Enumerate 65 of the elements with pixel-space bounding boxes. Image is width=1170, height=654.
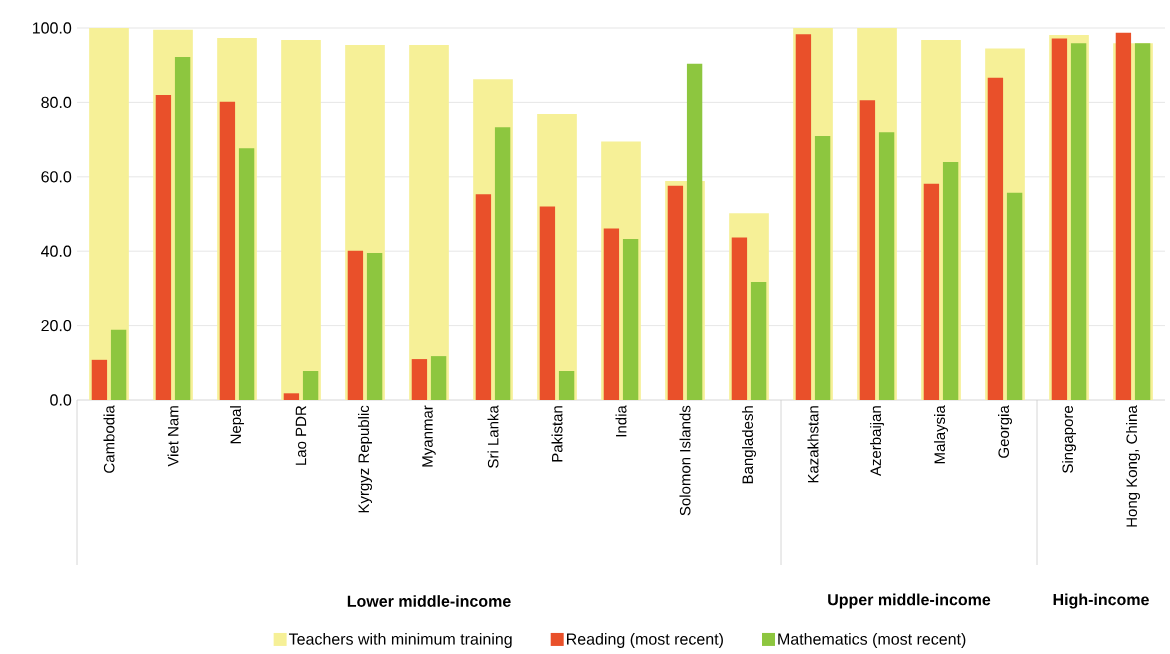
legend-label: Reading (most recent) [567, 633, 723, 648]
bar [603, 228, 620, 400]
x-tick-label: Malaysia [934, 405, 948, 464]
bar [795, 34, 812, 400]
bar [1115, 32, 1132, 400]
bar [622, 238, 639, 400]
bar [1070, 43, 1087, 400]
bar [686, 63, 703, 400]
bar [942, 161, 959, 400]
bar [814, 135, 831, 400]
bar [409, 45, 449, 400]
bar [494, 127, 511, 400]
y-tick-label: 80.0 [41, 96, 72, 109]
bar [750, 282, 767, 400]
bar [878, 132, 895, 400]
bar [987, 77, 1004, 400]
x-tick-label: Nepal [230, 406, 244, 444]
legend-label: Mathematics (most recent) [778, 633, 966, 648]
y-tick-label: 100.0 [32, 22, 72, 34]
bar [155, 94, 172, 400]
x-tick-label: India [615, 405, 627, 437]
bar [539, 206, 556, 400]
y-tick-label: 0.0 [50, 394, 72, 406]
bar [347, 250, 364, 400]
x-tick-label: Hong Kong, China [1126, 405, 1140, 527]
bar [667, 185, 684, 400]
text: High-income [1053, 593, 1149, 609]
x-tick-label: Singapore [1062, 405, 1076, 473]
bar [366, 253, 383, 400]
bar [219, 101, 236, 400]
x-tick-label: Lao PDR [295, 405, 307, 465]
x-tick-label: Solomon Islands [679, 405, 691, 516]
bar [1134, 43, 1151, 400]
bar [283, 393, 300, 400]
bar [859, 100, 876, 400]
bar [91, 359, 108, 400]
y-tick-label: 40.0 [41, 245, 72, 257]
bar [430, 356, 447, 400]
bar [558, 370, 575, 400]
x-tick-label: Kyrgyz Republic [358, 405, 372, 513]
bar [238, 148, 255, 400]
bar [174, 57, 191, 400]
x-tick-label: Pakistan [551, 406, 563, 462]
y-tick-label: 60.0 [41, 171, 72, 183]
x-tick-label: Viet Nam [167, 406, 179, 467]
x-tick-label: Bangladesh [742, 406, 756, 484]
bar [281, 39, 321, 400]
bar [923, 183, 940, 400]
bar [302, 370, 319, 400]
x-tick-label: Kazakhstan [807, 406, 819, 483]
x-tick-label: Georgia [998, 405, 1012, 458]
bar [110, 329, 127, 400]
bar [411, 359, 428, 400]
bar [1006, 192, 1023, 400]
x-tick-label: Cambodia [103, 405, 115, 473]
text: Upper middle-income [828, 593, 991, 609]
x-tick-label: Azerbaijan [870, 406, 884, 477]
x-tick-label: Myanmar [422, 405, 436, 467]
bar [475, 194, 492, 400]
legend-label: Teachers with minimum training [288, 633, 512, 648]
y-tick-label: 20.0 [41, 319, 72, 332]
bar [731, 237, 748, 400]
text: Lower middle-income [347, 595, 511, 607]
x-tick-label: Sri Lanka [487, 405, 499, 468]
bar [1051, 38, 1068, 400]
